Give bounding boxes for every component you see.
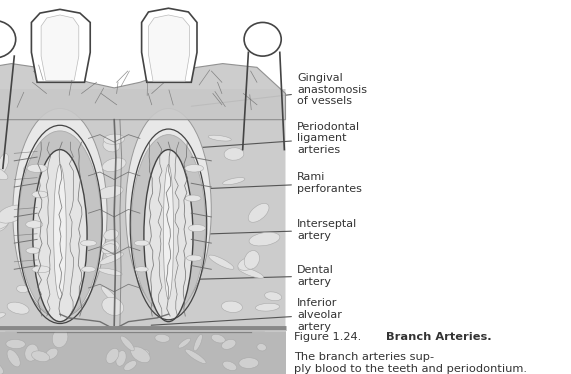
Ellipse shape	[185, 349, 206, 364]
Ellipse shape	[0, 211, 14, 223]
Ellipse shape	[102, 158, 126, 172]
Ellipse shape	[17, 285, 29, 293]
Ellipse shape	[144, 150, 193, 322]
Ellipse shape	[257, 344, 266, 351]
Ellipse shape	[34, 290, 51, 301]
Ellipse shape	[126, 108, 211, 310]
Polygon shape	[31, 9, 90, 82]
Ellipse shape	[7, 302, 29, 314]
Ellipse shape	[0, 220, 8, 231]
Ellipse shape	[248, 203, 269, 222]
Ellipse shape	[103, 139, 120, 152]
Ellipse shape	[223, 178, 245, 185]
Ellipse shape	[0, 216, 9, 233]
Ellipse shape	[102, 244, 116, 254]
Ellipse shape	[134, 240, 149, 246]
Ellipse shape	[31, 351, 50, 362]
Ellipse shape	[32, 266, 50, 273]
Ellipse shape	[13, 108, 107, 318]
Ellipse shape	[208, 135, 231, 141]
Ellipse shape	[53, 328, 68, 348]
Ellipse shape	[7, 350, 20, 367]
Ellipse shape	[194, 334, 202, 351]
Ellipse shape	[82, 266, 95, 272]
Ellipse shape	[0, 21, 15, 58]
Ellipse shape	[0, 205, 25, 223]
Ellipse shape	[255, 303, 280, 311]
Ellipse shape	[0, 164, 8, 180]
Ellipse shape	[98, 268, 122, 276]
Ellipse shape	[163, 165, 174, 299]
Ellipse shape	[101, 286, 119, 304]
Ellipse shape	[103, 134, 124, 144]
Text: Interseptal
artery: Interseptal artery	[160, 219, 357, 241]
Ellipse shape	[140, 350, 150, 357]
Ellipse shape	[45, 348, 58, 359]
Ellipse shape	[33, 150, 87, 322]
Ellipse shape	[222, 301, 242, 312]
Text: Rami
perforantes: Rami perforantes	[160, 172, 362, 194]
Ellipse shape	[0, 360, 3, 374]
Ellipse shape	[120, 336, 134, 351]
Ellipse shape	[178, 338, 191, 348]
Ellipse shape	[238, 257, 258, 270]
Ellipse shape	[25, 344, 38, 361]
Ellipse shape	[99, 253, 123, 264]
Ellipse shape	[97, 186, 123, 199]
Ellipse shape	[0, 313, 6, 320]
Bar	[0, 327, 286, 374]
Ellipse shape	[104, 229, 119, 240]
Ellipse shape	[238, 267, 264, 278]
Ellipse shape	[6, 340, 25, 349]
Ellipse shape	[188, 224, 206, 232]
Ellipse shape	[211, 334, 225, 343]
Polygon shape	[0, 64, 286, 120]
Text: Inferior
alveolar
artery: Inferior alveolar artery	[151, 298, 342, 331]
Ellipse shape	[155, 334, 170, 342]
FancyBboxPatch shape	[0, 89, 286, 328]
Ellipse shape	[106, 348, 119, 364]
Ellipse shape	[116, 350, 126, 366]
Ellipse shape	[244, 251, 259, 269]
Ellipse shape	[135, 267, 148, 272]
Polygon shape	[41, 15, 79, 80]
Text: Periodontal
ligament
arteries: Periodontal ligament arteries	[174, 122, 360, 155]
Ellipse shape	[0, 153, 9, 174]
Ellipse shape	[131, 135, 206, 314]
Ellipse shape	[81, 240, 96, 246]
Ellipse shape	[224, 148, 244, 160]
Ellipse shape	[244, 22, 282, 56]
Ellipse shape	[32, 191, 48, 198]
Ellipse shape	[185, 195, 201, 201]
Text: Dental
artery: Dental artery	[154, 265, 334, 287]
Ellipse shape	[223, 361, 237, 371]
Polygon shape	[148, 15, 190, 81]
Ellipse shape	[104, 243, 114, 257]
Ellipse shape	[209, 255, 234, 269]
Ellipse shape	[102, 241, 119, 254]
Ellipse shape	[131, 347, 150, 363]
Ellipse shape	[102, 297, 124, 315]
Text: Gingival
anastomosis
of vessels: Gingival anastomosis of vessels	[191, 73, 367, 106]
Ellipse shape	[26, 248, 41, 254]
Text: Figure 1.24.: Figure 1.24.	[294, 332, 365, 342]
Ellipse shape	[26, 221, 43, 228]
Ellipse shape	[185, 165, 204, 172]
Text: Branch Arteries.: Branch Arteries.	[385, 332, 491, 342]
Ellipse shape	[23, 164, 39, 175]
Ellipse shape	[249, 232, 280, 246]
Text: The branch arteries sup-
ply blood to the teeth and periodontium.: The branch arteries sup- ply blood to th…	[294, 352, 527, 374]
Ellipse shape	[187, 255, 202, 261]
Ellipse shape	[28, 203, 50, 219]
Ellipse shape	[264, 292, 282, 301]
Ellipse shape	[54, 165, 66, 299]
Ellipse shape	[19, 131, 102, 318]
Ellipse shape	[27, 164, 47, 172]
Polygon shape	[142, 8, 197, 82]
Ellipse shape	[124, 361, 136, 371]
Ellipse shape	[239, 358, 259, 368]
Ellipse shape	[222, 340, 236, 349]
